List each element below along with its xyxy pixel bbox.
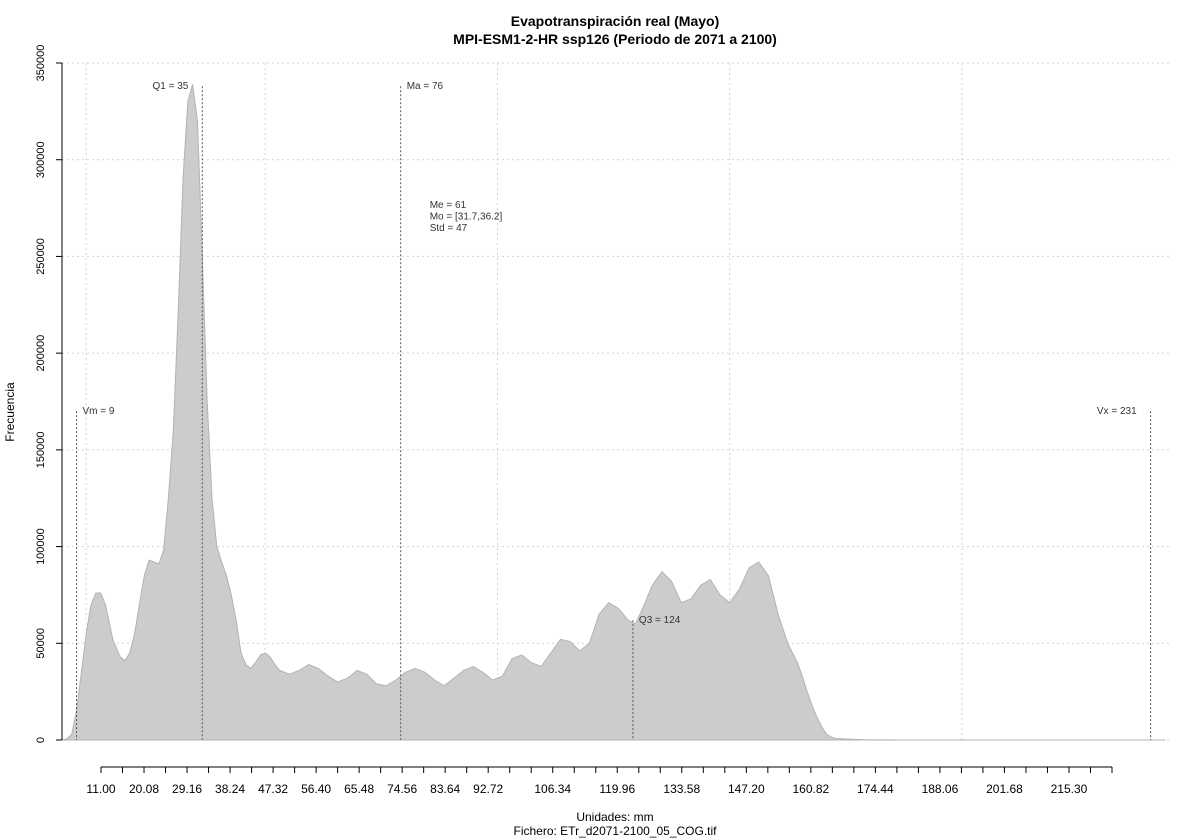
x-tick-label: 147.20 [728,782,765,796]
x-tick-label: 11.00 [86,782,115,796]
marker-label: Q3 = 124 [639,615,681,626]
y-tick-label: 300000 [35,141,47,178]
chart-title: Evapotranspiración real (Mayo) [510,13,720,29]
x-tick-label: 56.40 [301,782,331,796]
x-tick-label: 83.64 [430,782,460,796]
x-tick-label: 106.34 [534,782,571,796]
stats-line: Std = 47 [430,223,468,234]
y-tick-label: 250000 [35,238,47,275]
x-tick-label: 160.82 [792,782,829,796]
marker-label: Vx = 231 [1097,406,1137,417]
y-tick-label: 200000 [35,335,47,372]
x-tick-label: 65.48 [344,782,374,796]
x-tick-label: 215.30 [1051,782,1088,796]
marker-label: Ma = 76 [407,81,444,92]
marker-label: Vm = 9 [83,406,115,417]
y-tick-label: 50000 [35,628,47,659]
x-tick-label: 29.16 [172,782,202,796]
x-tick-label: 119.96 [599,782,635,796]
x-tick-label: 188.06 [922,782,959,796]
y-tick-label: 100000 [35,528,47,565]
y-axis: 0 50000 100000 150000 200000 250000 300000 3500… [35,45,63,743]
x-tick-label: 38.24 [215,782,245,796]
density-area-path [61,84,1166,741]
x-tick-label: 92.72 [473,782,503,796]
x-tick-label: 74.56 [387,782,417,796]
x-tick-label: 174.44 [857,782,894,796]
density-area [61,84,1166,741]
x-tick-label: 20.08 [129,782,159,796]
marker-label: Q1 = 35 [152,81,188,92]
x-axis: 11.00 20.08 29.16 38.24 47.32 56.40 65.48 74.56… [86,766,1113,796]
stat-markers: Vm = 9 Q1 = 35 Ma = 76 Q3 = 124 Vx = 231 [76,81,1152,740]
x-tick-label: 133.58 [663,782,700,796]
chart-subtitle: MPI-ESM1-2-HR ssp126 (Periodo de 2071 a … [453,31,777,47]
stats-line: Me = 61 [430,200,467,211]
y-tick-label: 150000 [35,431,47,468]
stats-line: Mo = [31.7,36.2] [430,212,503,223]
y-tick-label: 350000 [35,45,47,82]
x-tick-label: 201.68 [986,782,1023,796]
y-tick-label: 0 [35,737,47,743]
x-tick-label: 47.32 [258,782,288,796]
file-caption: Fichero: ETr_d2071-2100_05_COG.tif [513,824,717,838]
x-axis-label: Unidades: mm [576,810,654,824]
